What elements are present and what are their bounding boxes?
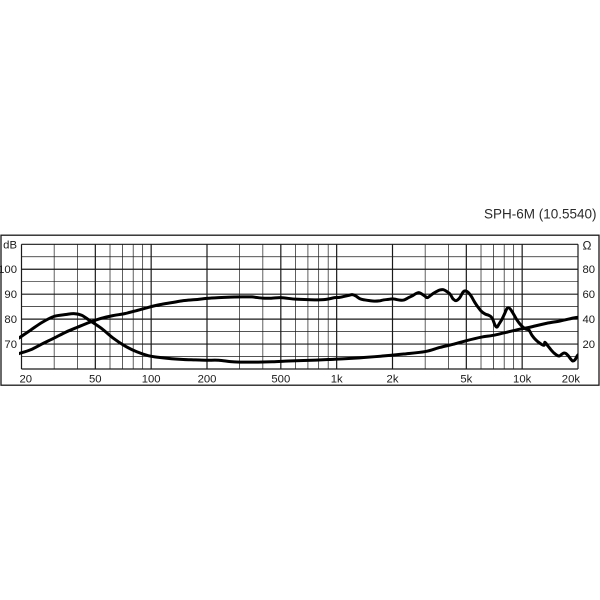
svg-text:50: 50 [89,374,102,386]
svg-text:5k: 5k [460,374,472,386]
svg-text:100: 100 [0,264,17,276]
svg-text:80: 80 [583,264,596,276]
svg-text:80: 80 [4,314,17,326]
svg-text:20: 20 [583,339,596,351]
svg-text:90: 90 [4,289,17,301]
svg-text:10k: 10k [513,374,532,386]
svg-text:2k: 2k [387,374,399,386]
svg-text:60: 60 [583,289,596,301]
svg-text:20k: 20k [562,374,581,386]
svg-text:100: 100 [142,374,161,386]
svg-text:dB: dB [3,239,17,251]
svg-text:40: 40 [583,314,596,326]
svg-text:500: 500 [271,374,290,386]
svg-text:1k: 1k [331,374,343,386]
svg-text:20: 20 [20,374,33,386]
svg-text:SPH-6M (10.5540): SPH-6M (10.5540) [484,207,597,222]
svg-text:Ω: Ω [583,238,592,252]
svg-text:200: 200 [198,374,217,386]
svg-text:70: 70 [4,339,17,351]
